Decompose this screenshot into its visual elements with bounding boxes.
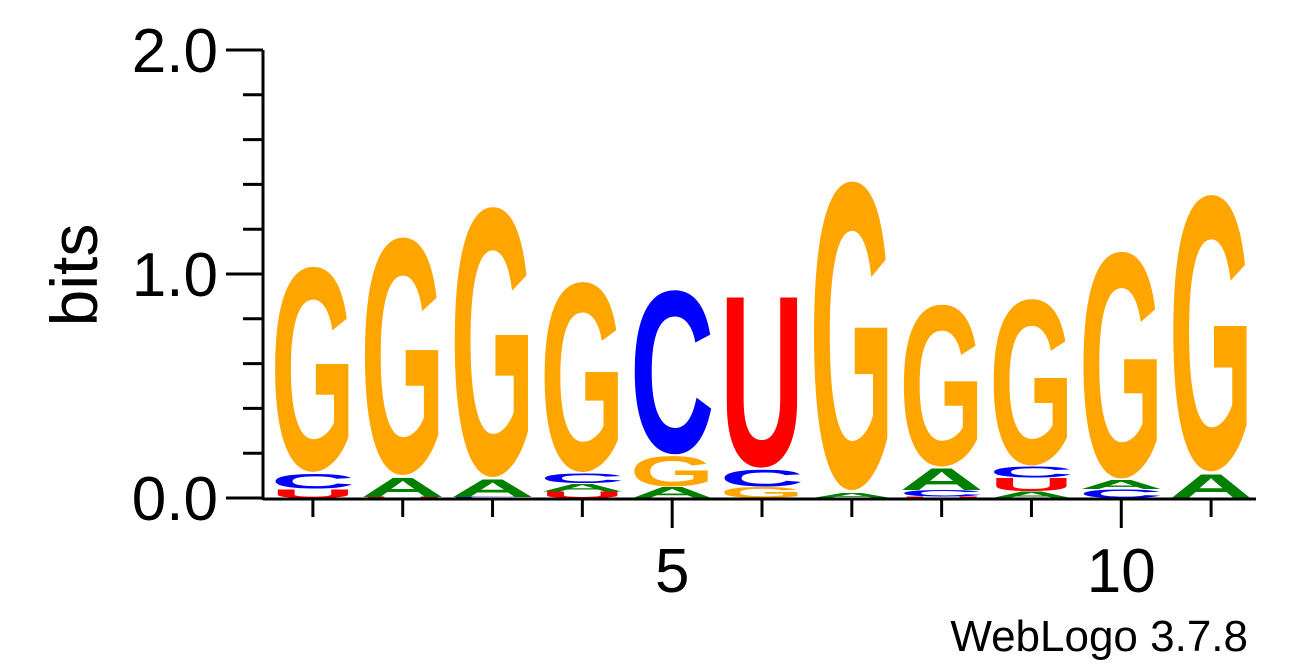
y-tick-label: 1.0 — [132, 241, 218, 310]
letter-C-blue-pos-9: C — [989, 464, 1073, 481]
letter-A-green-pos-9: A — [989, 490, 1073, 500]
y-tick-label: 0.0 — [132, 465, 218, 534]
x-tick-label-5: 5 — [655, 537, 689, 606]
letter-A-green-pos-7: A — [810, 491, 894, 500]
y-tick-label: 2.0 — [132, 17, 218, 86]
letter-G-orange-pos-10: G — [1079, 186, 1163, 544]
letter-U-red-pos-8: U — [899, 497, 983, 499]
letter-G-orange-pos-2: G — [361, 168, 445, 543]
letter-U-red-pos-2: U — [361, 497, 445, 499]
letter-G-orange-pos-6: G — [720, 484, 804, 501]
letter-G-orange-pos-5: G — [630, 448, 714, 496]
position-2-stack: UAG — [361, 168, 445, 543]
position-10-stack: CAG — [1079, 186, 1163, 544]
letter-A-green-pos-10: A — [1079, 478, 1163, 492]
letter-C-blue-pos-5: C — [630, 242, 714, 501]
letter-G-orange-pos-1: G — [271, 208, 355, 531]
position-5-stack: AGC — [630, 242, 714, 501]
letter-C-blue-pos-10: C — [1079, 487, 1163, 501]
y-ticks: 0.0 1.0 2.0 — [132, 17, 263, 534]
letter-C-blue-pos-6: C — [720, 464, 804, 491]
letter-C-blue-pos-1: C — [271, 469, 355, 493]
letter-A-green-pos-8: A — [899, 463, 983, 498]
letter-G-orange-pos-9: G — [989, 251, 1073, 513]
x-tick-label-10: 10 — [1087, 537, 1156, 606]
position-11-stack: AG — [1169, 115, 1253, 551]
x-ticks: 5 10 — [311, 500, 1213, 606]
letter-G-orange-pos-3: G — [450, 129, 534, 555]
y-axis-label: bits — [37, 224, 111, 327]
letter-G-orange-pos-11: G — [1169, 115, 1253, 551]
letter-C-blue-pos-4: C — [540, 471, 624, 486]
letter-U-red-pos-4: U — [540, 490, 624, 500]
letter-A-green-pos-4: A — [540, 481, 624, 493]
letter-G-orange-pos-8: G — [899, 257, 983, 513]
letter-A-green-pos-5: A — [630, 484, 714, 501]
letter-U-red-pos-9: U — [989, 474, 1073, 495]
position-3-stack: CAG — [450, 129, 534, 555]
letter-G-orange-pos-4: G — [540, 228, 624, 527]
position-6-stack: GCU — [720, 245, 804, 518]
letter-U-red-pos-1: U — [271, 487, 355, 501]
credit-label: WebLogo 3.7.8 — [950, 612, 1248, 661]
letter-C-blue-pos-8: C — [899, 488, 983, 498]
letter-C-blue-pos-3: C — [450, 497, 534, 499]
position-1-stack: UCG — [271, 208, 355, 531]
letter-U-red-pos-6: U — [720, 245, 804, 518]
